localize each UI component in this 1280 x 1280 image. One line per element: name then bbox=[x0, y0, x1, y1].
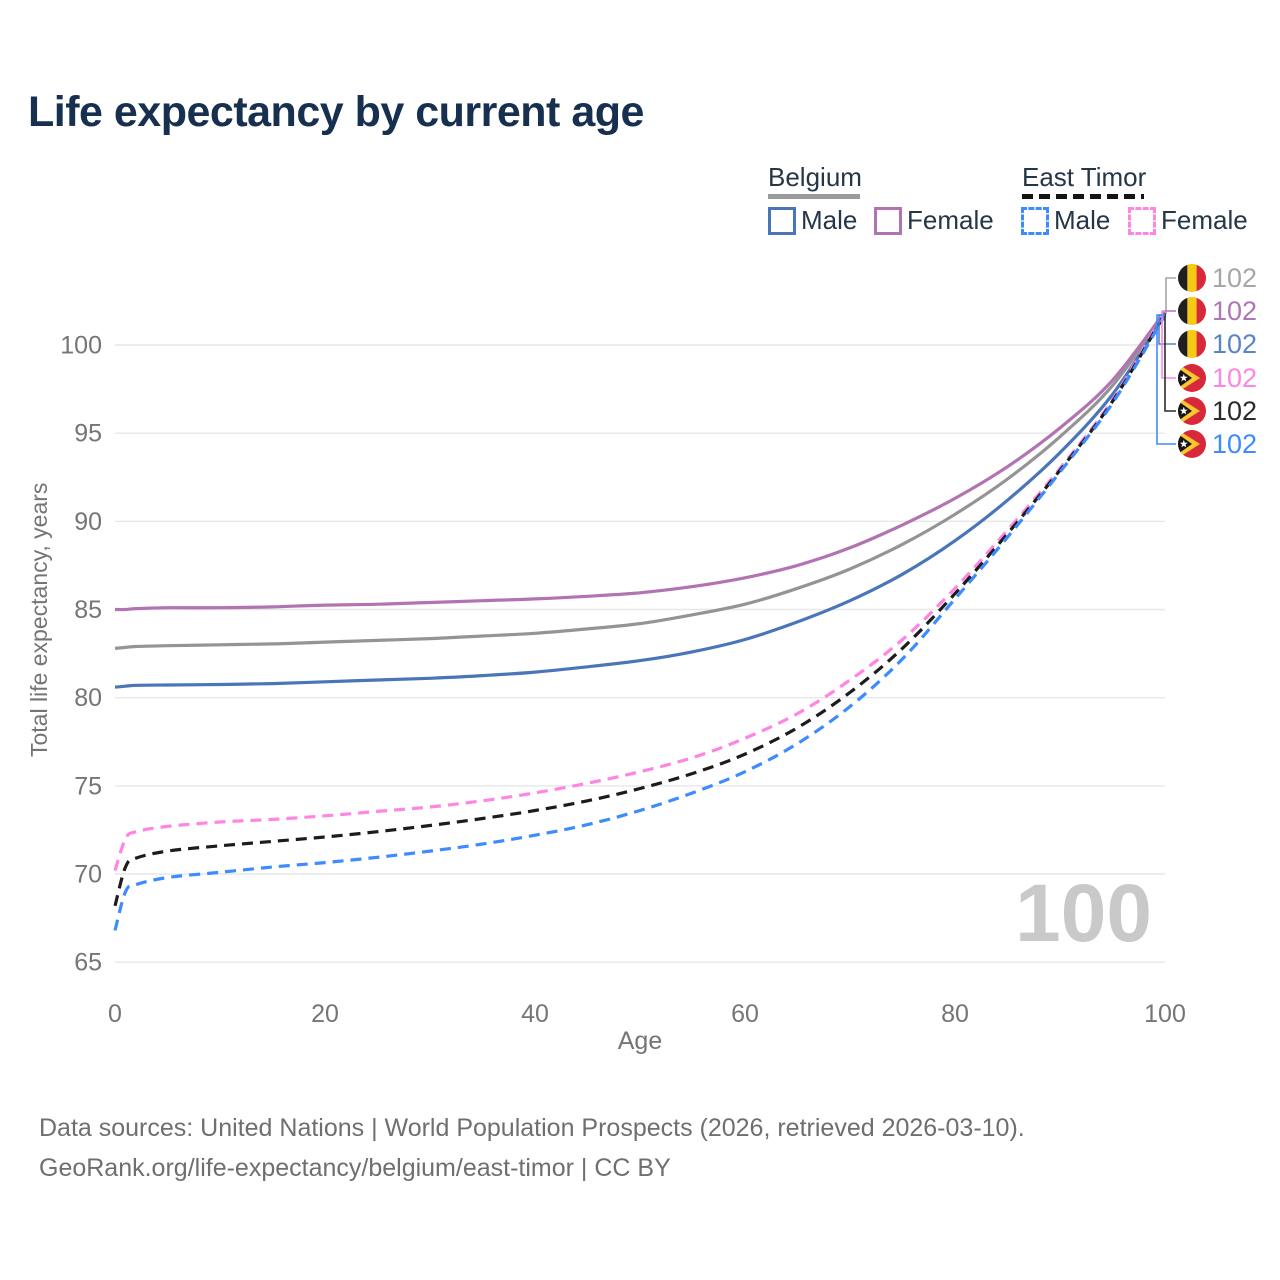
y-tick-100: 100 bbox=[60, 332, 102, 360]
series-line-belgium-both-sexes bbox=[114, 312, 1167, 650]
y-tick-95: 95 bbox=[74, 420, 102, 448]
x-tick-0: 0 bbox=[108, 1000, 122, 1028]
y-tick-80: 80 bbox=[74, 684, 102, 712]
age-watermark: 100 bbox=[1015, 868, 1152, 959]
east-timor-flag-icon bbox=[1178, 430, 1206, 458]
footer-data-sources: Data sources: United Nations | World Pop… bbox=[39, 1114, 1025, 1142]
end-value-label-east-timor-female: 102 bbox=[1212, 363, 1257, 393]
end-label-connector-east-timor-male bbox=[1156, 314, 1176, 445]
end-label-connector-east-timor-female bbox=[1161, 310, 1176, 379]
series-line-east-timor-female bbox=[113, 310, 1167, 872]
y-tick-65: 65 bbox=[74, 949, 102, 977]
end-value-label-east-timor-male: 102 bbox=[1212, 429, 1257, 459]
end-label-connector-east-timor-both-sexes bbox=[1164, 313, 1176, 412]
legend-group-belgium[interactable]: Belgium bbox=[768, 162, 862, 192]
y-tick-75: 75 bbox=[74, 772, 102, 800]
legend-item-belgium-male[interactable]: Male bbox=[801, 205, 858, 235]
footer-attribution: GeoRank.org/life-expectancy/belgium/east… bbox=[39, 1154, 671, 1182]
legend-east-timor-line-swatch bbox=[1022, 194, 1144, 199]
series-line-east-timor-both-sexes bbox=[113, 312, 1167, 907]
end-value-label-belgium-both-sexes: 102 bbox=[1212, 263, 1257, 293]
legend-swatch-east-timor-female[interactable] bbox=[1128, 207, 1156, 235]
legend-item-belgium-female[interactable]: Female bbox=[907, 205, 994, 235]
end-value-label-belgium-male: 102 bbox=[1212, 329, 1257, 359]
end-value-label-east-timor-both-sexes: 102 bbox=[1212, 396, 1257, 426]
y-axis-label: Total life expectancy, years bbox=[26, 482, 52, 758]
legend-swatch-east-timor-male[interactable] bbox=[1021, 207, 1049, 235]
end-value-label-belgium-female: 102 bbox=[1212, 296, 1257, 326]
footer: Data sources: United Nations | World Pop… bbox=[39, 1108, 1025, 1188]
legend-group-east-timor[interactable]: East Timor bbox=[1022, 162, 1147, 192]
legend-item-east-timor-male[interactable]: Male bbox=[1054, 205, 1111, 235]
end-label-connector-belgium-both-sexes bbox=[1165, 277, 1176, 315]
x-axis-label: Age bbox=[617, 1027, 663, 1055]
east-timor-flag-icon bbox=[1178, 397, 1206, 425]
legend-belgium-line-swatch bbox=[768, 194, 860, 199]
belgium-flag-icon bbox=[1178, 297, 1206, 325]
y-tick-85: 85 bbox=[74, 596, 102, 624]
page-title: Life expectancy by current age bbox=[28, 88, 644, 136]
x-tick-100: 100 bbox=[1144, 1000, 1186, 1028]
legend-swatch-belgium-female[interactable] bbox=[874, 207, 902, 235]
x-tick-40: 40 bbox=[521, 1000, 549, 1028]
series-line-belgium-male bbox=[114, 314, 1167, 689]
y-tick-90: 90 bbox=[74, 508, 102, 536]
belgium-flag-icon bbox=[1178, 264, 1206, 292]
series-line-belgium-female bbox=[114, 310, 1167, 612]
legend-swatch-belgium-male[interactable] bbox=[768, 207, 796, 235]
y-tick-70: 70 bbox=[74, 861, 102, 889]
x-tick-80: 80 bbox=[941, 1000, 969, 1028]
legend-item-east-timor-female[interactable]: Female bbox=[1161, 205, 1248, 235]
belgium-flag-icon bbox=[1178, 330, 1206, 358]
east-timor-flag-icon bbox=[1178, 364, 1206, 392]
x-tick-20: 20 bbox=[311, 1000, 339, 1028]
x-tick-60: 60 bbox=[731, 1000, 759, 1028]
series-line-east-timor-male bbox=[113, 314, 1167, 931]
